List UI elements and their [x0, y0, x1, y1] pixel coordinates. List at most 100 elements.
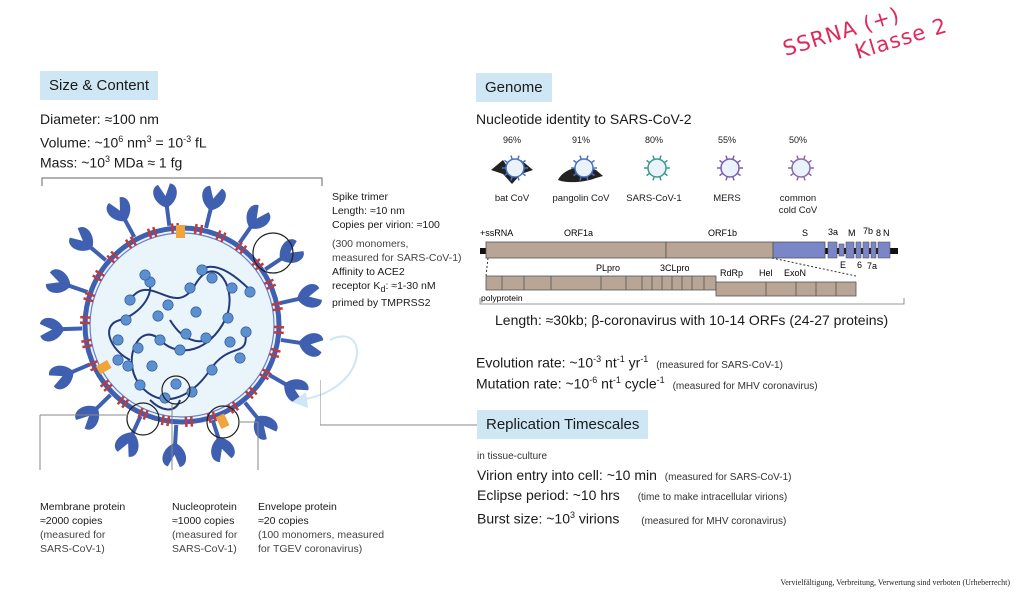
- s-label: S: [802, 228, 808, 238]
- orf1b-label: ORF1b: [708, 228, 737, 238]
- gene-6-label: 6: [857, 260, 862, 270]
- spike-protein: [267, 372, 309, 404]
- gene-7a-label: 7a: [867, 261, 877, 271]
- membrane-protein: [184, 416, 194, 428]
- membrane-proteins: [79, 222, 285, 428]
- membrane-protein: [273, 325, 285, 335]
- identity-percent: 96%: [502, 135, 521, 145]
- spike-head: [246, 204, 271, 229]
- genome-length: Length: ≈30kb; β-coronavirus with 10-14 …: [495, 312, 889, 328]
- virus-particle-icon: [720, 158, 740, 178]
- spike-highlight-circle: [252, 232, 294, 274]
- spike-protein: [280, 333, 324, 357]
- spike-annotation: Spike trimer Length: ≈10 nm Copies per v…: [332, 190, 482, 310]
- volume-exp: 6: [118, 134, 124, 144]
- spike-head: [45, 269, 71, 293]
- nucleoprotein-bead: [244, 286, 256, 298]
- genome-title: Genome: [476, 73, 552, 102]
- spike-stalk: [279, 296, 300, 306]
- spike-stalk: [243, 401, 260, 420]
- membrane-highlight-circle: [126, 402, 160, 436]
- nucleoprotein-bead: [134, 379, 146, 391]
- nucleoprotein-bead: [162, 299, 174, 311]
- spike-length: Length: ≈10 nm: [332, 205, 405, 217]
- spike-stalk: [123, 218, 137, 239]
- virus-name: bat CoV: [494, 193, 530, 204]
- spike-head: [202, 185, 226, 211]
- membrane-protein: [79, 315, 91, 325]
- size-content-title: Size & Content: [40, 71, 159, 100]
- spike-stalk: [62, 326, 83, 332]
- membrane-protein: [244, 386, 258, 400]
- virion-illustration: [39, 177, 359, 470]
- spike-head: [162, 442, 187, 468]
- virus-particle-icon: [574, 158, 594, 178]
- envelope-protein-top: [176, 225, 185, 238]
- spike-stalk: [70, 362, 91, 375]
- identity-percent: 50%: [788, 135, 807, 145]
- nucleo-highlight-circle: [161, 375, 191, 405]
- virus-icon: [717, 155, 743, 181]
- gene-m-box: [845, 241, 855, 259]
- membrane-protein: [268, 347, 281, 359]
- spike-stalk: [68, 283, 89, 295]
- gene-7b-label: 7b: [863, 226, 873, 236]
- replication-title: Replication Timescales: [477, 410, 649, 439]
- identity-percent: 55%: [717, 135, 736, 145]
- spike-head: [75, 405, 99, 430]
- ssrna-label: +ssRNA: [480, 228, 513, 238]
- spike-head: [49, 365, 74, 390]
- spike-protein: [69, 227, 108, 262]
- envelope-protein-bottom: [215, 413, 230, 430]
- pp1b-box: [715, 281, 857, 297]
- gene-3a-box: [827, 241, 838, 259]
- nucleoprotein-beads: [112, 264, 256, 404]
- spike-protein: [162, 424, 187, 468]
- spike-head: [69, 227, 94, 251]
- polyprotein-label: polyprotein: [481, 293, 523, 303]
- gene-e-box: [838, 243, 845, 257]
- membrane-protein: [124, 236, 137, 249]
- virus-name: pangolin CoV: [552, 193, 610, 204]
- membrane-label: Membrane protein ≈2000 copies (measured …: [40, 501, 126, 555]
- spike-head: [211, 437, 235, 462]
- spike-head: [298, 333, 324, 357]
- envelope-protein-left: [95, 360, 112, 375]
- membrane-protein: [81, 338, 93, 349]
- nucleoprotein-bead: [120, 314, 132, 326]
- spike-protein: [153, 183, 177, 227]
- nucleoprotein-bead: [206, 364, 218, 376]
- nucleoprotein-bead: [154, 334, 166, 346]
- spike-protein: [237, 204, 271, 245]
- nucleoprotein-bead: [112, 334, 124, 346]
- spike-note1: (300 monomers,: [332, 238, 409, 250]
- spike-head: [106, 197, 131, 222]
- virus-icon: [644, 155, 670, 181]
- spike-protein: [114, 415, 143, 457]
- nucleoprotein-bead: [184, 282, 196, 294]
- membrane-protein: [83, 291, 96, 303]
- membrane-protein: [146, 226, 158, 239]
- spike-head: [297, 284, 322, 308]
- envelope-label: Envelope protein ≈20 copies (100 monomer…: [258, 501, 385, 555]
- mass-text: Mass: ~103 MDa ≈ 1 fg: [40, 149, 182, 173]
- membrane-protein: [116, 395, 130, 409]
- gene-8-box: [870, 241, 877, 259]
- spike-title: Spike trimer: [332, 191, 389, 203]
- mass-exp: 3: [104, 154, 110, 164]
- spike-stalk: [130, 415, 143, 436]
- volume-eq: = 10: [151, 134, 184, 151]
- spike-protein: [49, 362, 91, 390]
- nucleoprotein-bead: [174, 344, 186, 356]
- evolution-rate: Evolution rate: ~10-3 nt-1 yr-1 (measure…: [476, 354, 783, 371]
- virus-particle-icon: [647, 158, 667, 178]
- virus-icon: [558, 155, 603, 183]
- volume-text: Volume: ~106 nm3 = 10-3 fL: [40, 129, 207, 153]
- spike-kd: receptor Kd: ≈1-30 nM: [332, 280, 436, 295]
- virus-particle-icon: [791, 158, 811, 178]
- orf1b-box: [665, 241, 774, 259]
- nucleoprotein-bead: [124, 294, 136, 306]
- diameter-text: Diameter: ≈100 nm: [40, 111, 159, 127]
- orf1a-box: [485, 241, 667, 259]
- n-label: N: [883, 228, 890, 238]
